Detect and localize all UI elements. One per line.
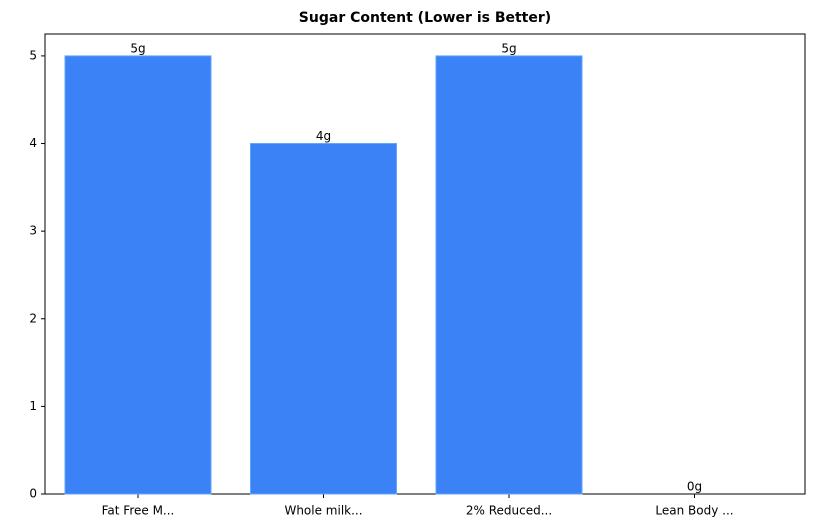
axes-frame: [44, 33, 806, 495]
bar: [435, 55, 583, 495]
y-tick-label: 5: [29, 48, 37, 62]
y-tick-label: 4: [29, 136, 37, 150]
x-tick-label: 2% Reduced...: [466, 504, 552, 518]
bar: [250, 143, 397, 495]
x-tick-label: Whole milk...: [284, 504, 362, 518]
y-tick-label: 2: [29, 311, 37, 325]
x-tick-label: Lean Body ...: [655, 504, 733, 518]
bar: [64, 55, 212, 495]
y-tick-label: 1: [29, 399, 37, 413]
value-label: 5g: [501, 41, 516, 55]
chart-title: Sugar Content (Lower is Better): [299, 10, 551, 26]
value-label: 0g: [687, 480, 702, 494]
value-label: 4g: [316, 129, 331, 143]
x-tick-label: Fat Free M...: [102, 504, 175, 518]
y-tick-label: 3: [29, 224, 37, 238]
y-tick-label: 0: [29, 487, 37, 501]
value-label: 5g: [130, 41, 145, 55]
